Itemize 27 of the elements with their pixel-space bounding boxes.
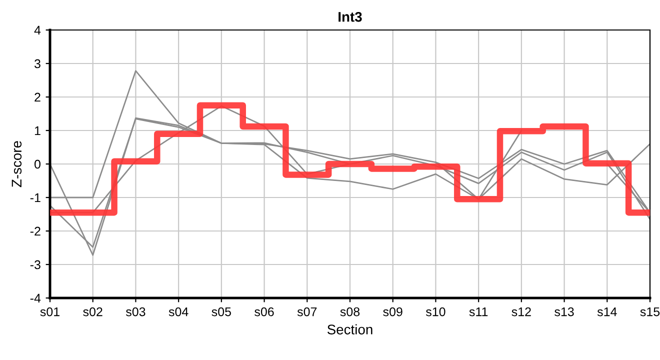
y-tick-label: 3 <box>34 59 40 68</box>
x-axis-title: Section <box>327 324 372 334</box>
x-tick-label: s15 <box>640 307 660 316</box>
y-tick-label: 1 <box>34 126 40 136</box>
chart-title: Int3 <box>338 12 362 22</box>
x-tick-label: s07 <box>297 307 317 316</box>
x-tick-label: s08 <box>340 307 360 316</box>
y-tick-label: -1 <box>30 193 40 202</box>
x-tick-label: s10 <box>426 307 446 316</box>
x-tick-label: s14 <box>597 307 617 316</box>
y-tick-label: 0 <box>34 160 40 169</box>
x-tick-label: s12 <box>512 307 531 316</box>
x-tick-label: s13 <box>554 307 574 316</box>
x-tick-label: s02 <box>83 307 102 316</box>
y-tick-label: -2 <box>30 226 40 236</box>
x-tick-label: s06 <box>254 307 274 316</box>
x-tick-label: s09 <box>383 307 402 316</box>
x-tick-label: s11 <box>469 307 488 316</box>
y-axis-title: Z-score <box>12 141 22 188</box>
x-tick-label: s05 <box>212 307 231 316</box>
x-tick-label: s04 <box>168 307 188 316</box>
y-tick-label: -4 <box>30 294 41 303</box>
y-tick-label: -3 <box>30 260 40 270</box>
y-tick-label: 4 <box>34 26 41 35</box>
x-tick-label: s01 <box>40 307 60 316</box>
x-tick-label: s03 <box>126 307 146 316</box>
y-tick-label: 2 <box>34 92 40 102</box>
